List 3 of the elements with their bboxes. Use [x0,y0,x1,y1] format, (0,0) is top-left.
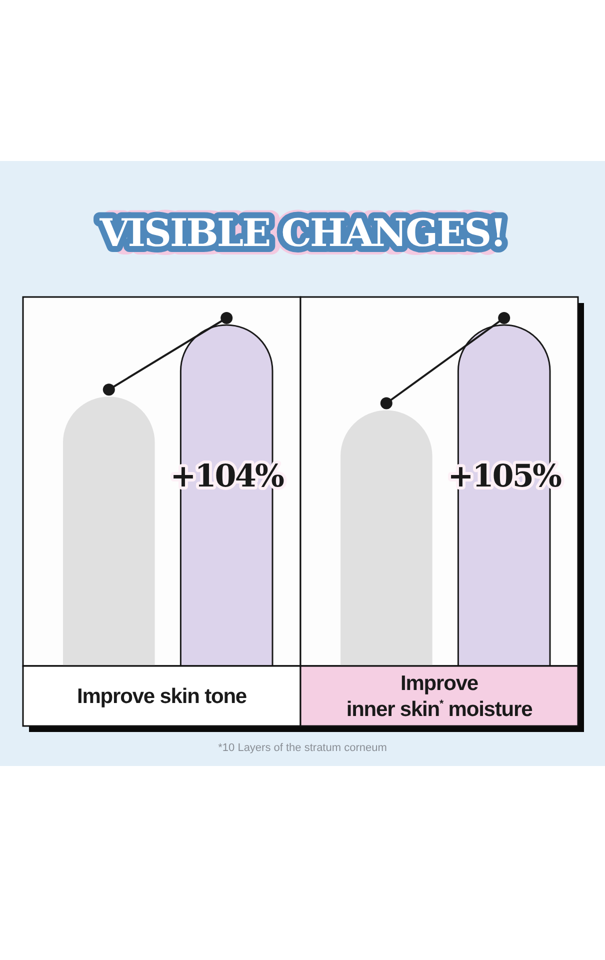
text: *10 Layers of the stratum corneum [218,742,387,754]
x-axis-title: Improve inner skin$^{*}$ moisture [346,672,532,721]
x-axis-title: Improve skin tone [76,684,247,708]
